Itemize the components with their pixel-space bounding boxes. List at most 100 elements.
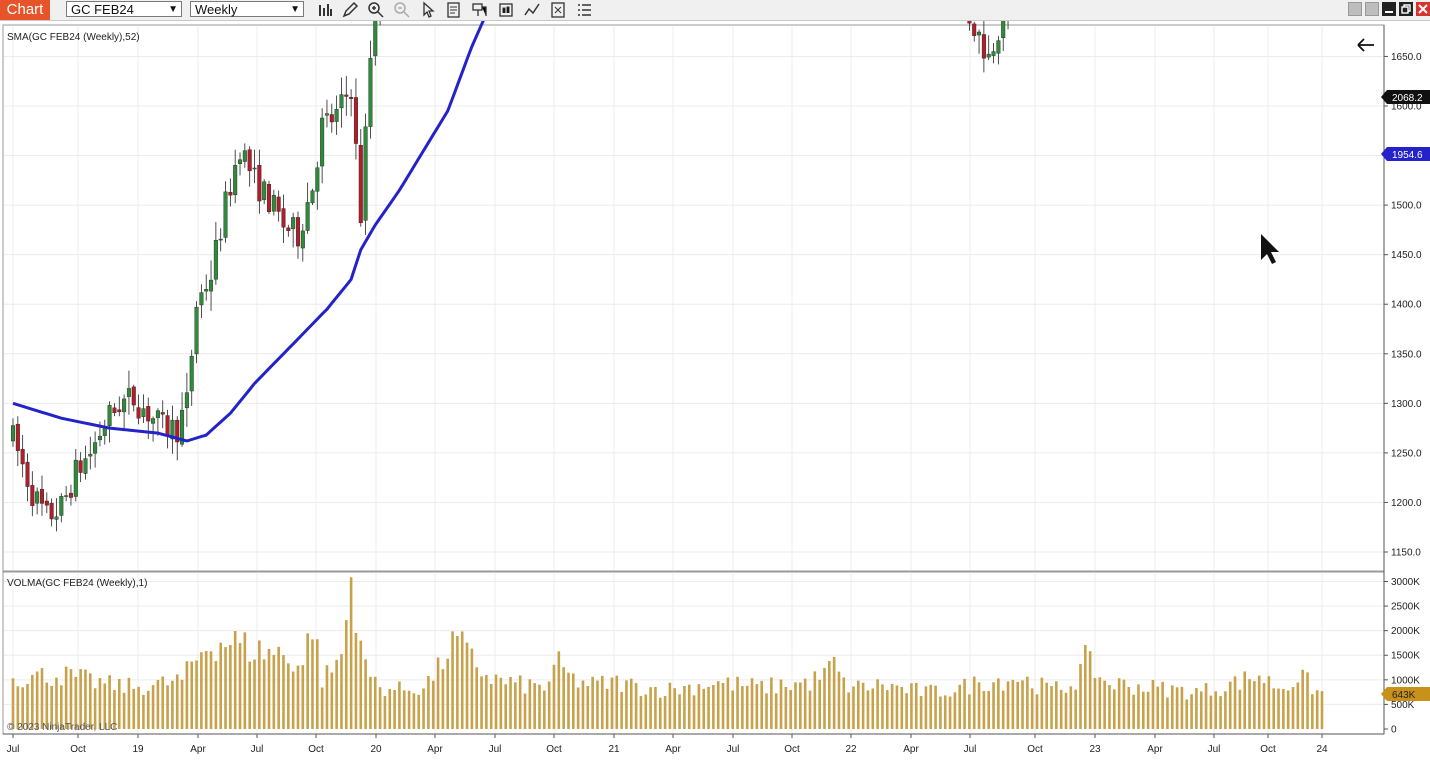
volume-bar <box>552 664 556 729</box>
pointer-icon[interactable] <box>419 1 437 19</box>
candle-body <box>252 167 257 170</box>
volume-bar <box>1050 686 1053 729</box>
list-icon[interactable] <box>575 1 593 19</box>
volume-bar <box>1079 663 1082 729</box>
volume-bar <box>16 686 20 729</box>
volume-bar <box>600 675 604 729</box>
volume-bar <box>856 680 860 729</box>
volume-bar <box>673 688 677 729</box>
volume-bar <box>1286 690 1290 729</box>
volume-bar <box>813 671 817 729</box>
volume-bar <box>1253 681 1256 729</box>
volume-bar <box>605 688 609 729</box>
volume-bar <box>794 682 797 729</box>
volume-bar <box>441 669 445 729</box>
instrument-selector[interactable]: GC FEB24 ▼ <box>66 1 182 17</box>
volume-bar <box>1166 697 1169 729</box>
chart-area[interactable]: 1150.0 1200.0 1250.0 1300.0 1350.0 1400.0 1450… <box>0 21 1430 770</box>
volume-bar <box>26 683 29 729</box>
candle-body <box>257 165 262 202</box>
volume-bar <box>504 684 507 729</box>
volume-bar <box>113 690 116 729</box>
volume-bar <box>895 685 899 729</box>
candle-body <box>83 458 88 474</box>
close-icon[interactable] <box>1416 2 1430 16</box>
volume-bar <box>494 674 498 729</box>
volume-bar <box>731 690 735 729</box>
volume-bar <box>939 696 942 729</box>
volume-bar <box>1006 681 1010 729</box>
volume-bar <box>1320 691 1324 729</box>
volume-bar <box>1069 686 1073 729</box>
price-tick-label: 1350.0 <box>1391 349 1422 360</box>
volume-bar <box>581 680 585 729</box>
volume-bar <box>1151 679 1155 729</box>
restore-icon[interactable] <box>1399 2 1413 16</box>
volume-bar <box>799 682 802 729</box>
bar-type-icon[interactable] <box>316 1 334 19</box>
volume-bar <box>1117 678 1121 729</box>
zoom-out-icon[interactable] <box>393 1 411 19</box>
strategies-icon[interactable] <box>471 1 489 19</box>
zoom-in-icon[interactable] <box>367 1 385 19</box>
candle-body <box>122 398 127 413</box>
candle-body <box>223 191 228 238</box>
volume-bar <box>818 679 821 729</box>
candle-body <box>25 461 30 487</box>
interval-selector[interactable]: Weekly ▼ <box>190 1 304 17</box>
volume-bar <box>185 661 189 729</box>
volume-bar <box>562 667 565 729</box>
candle-body <box>967 21 972 24</box>
link-button[interactable] <box>1365 2 1379 16</box>
volume-bar <box>1185 699 1189 729</box>
properties-icon[interactable] <box>445 1 463 19</box>
volume-bar <box>972 676 976 729</box>
volume-bar <box>934 685 937 729</box>
volume-bar <box>591 676 594 729</box>
data-box-icon[interactable] <box>549 1 567 19</box>
volume-bar <box>678 694 681 729</box>
volume-bar <box>253 659 256 729</box>
templates-icon[interactable] <box>497 1 515 19</box>
candle-body <box>136 407 141 419</box>
candle-body <box>233 165 238 196</box>
volume-bar <box>21 687 24 729</box>
volume-bar <box>451 631 454 729</box>
candle-body <box>180 409 185 445</box>
candle-body <box>238 159 243 164</box>
minimize-icon[interactable] <box>1382 2 1396 16</box>
volume-bar <box>485 674 488 729</box>
volume-bar <box>629 678 633 729</box>
volume-bar <box>943 695 947 729</box>
volume-bar <box>770 677 773 729</box>
chart-tab[interactable]: Chart <box>0 0 50 20</box>
arrow-left-icon[interactable] <box>1357 38 1374 52</box>
volume-bar <box>1103 680 1106 729</box>
volume-tick-label: 2000K <box>1391 626 1420 637</box>
volume-bar <box>774 693 778 729</box>
candle-body <box>242 150 247 162</box>
volume-bar <box>755 684 759 729</box>
volume-bar <box>171 680 174 729</box>
candle-body <box>64 495 69 497</box>
volume-bar <box>726 677 730 729</box>
volume-bar <box>702 688 706 729</box>
volume-bar <box>267 649 271 729</box>
volume-bar <box>422 688 425 729</box>
candle-body <box>281 208 286 228</box>
candle-body <box>295 217 300 247</box>
volume-bar <box>828 661 831 729</box>
volume-bar <box>79 669 82 729</box>
volume-bar <box>55 677 58 729</box>
volume-bar <box>340 654 343 729</box>
volume-bar <box>557 651 561 729</box>
volume-bar <box>180 679 184 729</box>
pencil-icon[interactable] <box>341 1 359 19</box>
indicators-icon[interactable] <box>523 1 541 19</box>
current-volume-value: 643K <box>1392 690 1416 701</box>
volume-bar <box>1262 683 1266 729</box>
snapshot-button[interactable] <box>1348 2 1362 16</box>
volume-bar <box>306 633 309 729</box>
candle-body <box>329 114 334 123</box>
volume-bar <box>74 676 78 729</box>
